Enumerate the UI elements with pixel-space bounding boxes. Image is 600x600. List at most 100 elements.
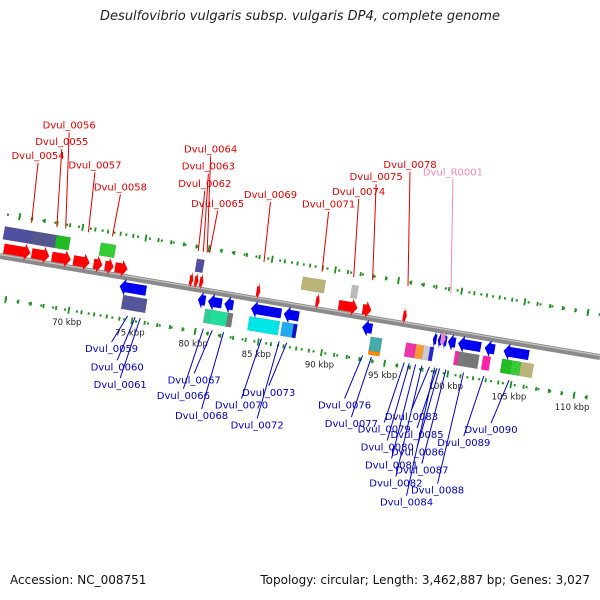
gene-label: Dvul_0084 <box>380 498 433 509</box>
tick-mark <box>68 223 72 228</box>
tick-mark <box>534 386 538 391</box>
tick-mark <box>422 282 426 287</box>
tick-mark <box>42 303 45 309</box>
forward-gene-arrow <box>337 298 358 316</box>
label-leader-line <box>65 132 70 229</box>
tick-mark <box>94 227 97 232</box>
tick-mark <box>296 261 299 266</box>
tick-mark <box>143 320 146 326</box>
forward-gene-arrow <box>104 257 114 275</box>
tick-mark <box>447 286 451 292</box>
label-leader-line <box>372 184 377 281</box>
gene-label: Dvul_0057 <box>68 160 121 171</box>
tick-mark <box>396 363 399 368</box>
label-leader-line <box>202 173 209 252</box>
tick-mark <box>193 327 197 336</box>
tick-mark <box>511 297 514 302</box>
feature-block-above <box>194 258 205 274</box>
label-leader-line <box>450 179 454 294</box>
tick-mark <box>256 338 260 346</box>
feature-block-above <box>30 230 58 249</box>
feature-block-below <box>291 323 298 339</box>
tick-mark <box>282 344 285 349</box>
tick-mark <box>80 310 83 315</box>
tick-mark <box>118 316 121 321</box>
gene-label: Dvul_0079 <box>358 425 411 436</box>
tick-mark <box>231 335 235 340</box>
tick-mark <box>157 237 160 243</box>
tick-mark <box>497 380 500 385</box>
tick-mark <box>460 287 464 295</box>
gene-label: Dvul_0081 <box>365 460 418 471</box>
tick-mark <box>308 263 312 268</box>
tick-mark <box>346 269 350 275</box>
reverse-gene-arrow <box>484 340 496 358</box>
feature-block-below <box>120 294 148 314</box>
gene-label: Dvul_0088 <box>411 486 464 497</box>
tick-mark <box>206 331 209 336</box>
feature-block-below <box>368 336 383 353</box>
gene-labels-top: Dvul_0054 Dvul_0055 Dvul_0056 Dvul_0057 Dvul… <box>11 121 483 294</box>
label-leader-line <box>411 366 430 411</box>
tick-mark <box>294 346 298 351</box>
gene-label: Dvul_0070 <box>215 401 268 412</box>
reverse-gene-arrow <box>224 296 235 314</box>
gene-label: Dvul_0076 <box>318 401 371 412</box>
reverse-gene-arrow <box>443 332 448 350</box>
feature-block-below <box>480 355 492 371</box>
forward-gene-arrow <box>114 260 128 277</box>
tick-mark <box>119 231 122 236</box>
gene-label: Dvul_0065 <box>191 199 244 210</box>
label-leader-line <box>395 365 423 477</box>
tick-mark <box>92 312 96 317</box>
gene-label: Dvul_0060 <box>91 362 144 373</box>
tick-mark <box>81 223 85 231</box>
feature-block-below <box>518 361 535 379</box>
genome-backbone <box>0 253 600 360</box>
label-leader-line <box>201 332 225 410</box>
gene-label: Dvul_0077 <box>325 419 378 430</box>
gene-label: Dvul_0066 <box>157 391 210 402</box>
gene-label: Dvul_0086 <box>391 448 444 459</box>
gene-label: Dvul_0080 <box>361 442 414 453</box>
label-leader-line <box>87 172 96 233</box>
forward-gene-arrow <box>198 273 204 291</box>
gene-label: Dvul_0068 <box>175 411 228 422</box>
feature-blocks <box>2 226 535 379</box>
gene-label: Dvul_0063 <box>182 162 235 173</box>
tick-mark <box>421 367 424 372</box>
tick-mark <box>106 229 110 234</box>
tick-mark <box>245 252 249 258</box>
tick-mark <box>574 308 577 313</box>
label-leader-line <box>206 156 212 253</box>
feature-block-above <box>349 284 359 300</box>
feature-block-below <box>247 316 281 336</box>
gene-label: Dvul_0078 <box>383 160 436 171</box>
label-leader-line <box>56 149 63 228</box>
tick-mark <box>195 244 198 249</box>
scale-label: 110 kbp <box>555 403 590 413</box>
label-leader-line <box>268 342 288 386</box>
tick-mark <box>509 380 513 389</box>
tick-mark <box>219 333 222 338</box>
label-leader-line <box>197 190 206 251</box>
reverse-gene-arrow <box>197 291 207 309</box>
tick-mark <box>54 305 58 311</box>
feature-block-above <box>98 242 117 259</box>
label-leader-line <box>490 380 510 424</box>
tick-mark <box>383 359 387 367</box>
label-leader-line <box>119 317 141 379</box>
tick-mark <box>473 291 476 296</box>
tick-mark <box>244 337 247 343</box>
tick-mark <box>408 365 412 370</box>
gene-label: Dvul_0089 <box>437 438 490 449</box>
gene-label: Dvul_0061 <box>94 380 147 391</box>
gene-label: Dvul_0075 <box>350 172 403 183</box>
gene-arrows <box>3 243 530 361</box>
tick-mark <box>283 259 287 264</box>
tick-mark <box>182 242 186 247</box>
tick-mark <box>471 376 475 381</box>
reverse-gene-arrow <box>448 333 457 351</box>
tick-mark <box>43 218 47 224</box>
tick-mark <box>586 308 590 316</box>
